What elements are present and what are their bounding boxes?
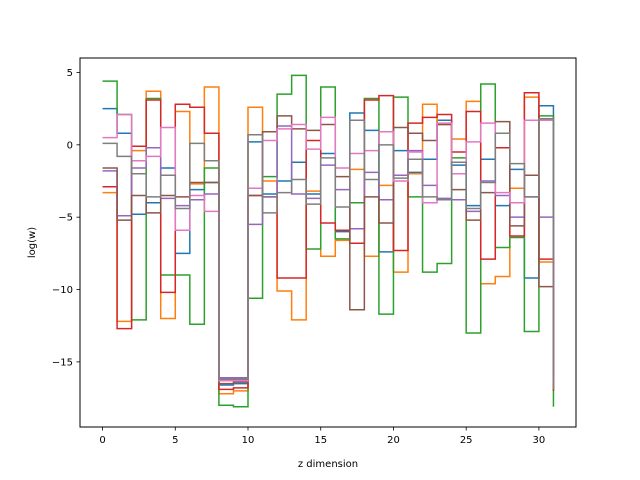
y-tick-label: −15 [52, 357, 73, 368]
y-axis-label: log(w) [27, 227, 38, 258]
y-tick-label: 0 [67, 140, 73, 151]
x-tick-label: 20 [387, 435, 400, 446]
x-tick-label: 0 [99, 435, 105, 446]
x-axis-label: z dimension [298, 459, 358, 470]
series-line-8 [102, 118, 555, 390]
y-tick-label: −5 [58, 213, 73, 224]
series-line-7 [102, 113, 555, 384]
x-tick-label: 30 [533, 435, 546, 446]
x-axis-ticks: 0 5 10 15 20 25 30 [99, 427, 545, 446]
y-tick-label: 5 [67, 68, 73, 79]
x-tick-label: 25 [460, 435, 473, 446]
series-line-4 [102, 91, 555, 391]
x-tick-label: 10 [242, 435, 255, 446]
y-axis-ticks: 5 0 −5 −10 −15 [52, 68, 80, 368]
x-tick-label: 15 [314, 435, 327, 446]
series-layer [102, 74, 555, 408]
x-tick-label: 5 [172, 435, 178, 446]
y-tick-label: −10 [52, 285, 73, 296]
plot-frame [79, 57, 577, 428]
